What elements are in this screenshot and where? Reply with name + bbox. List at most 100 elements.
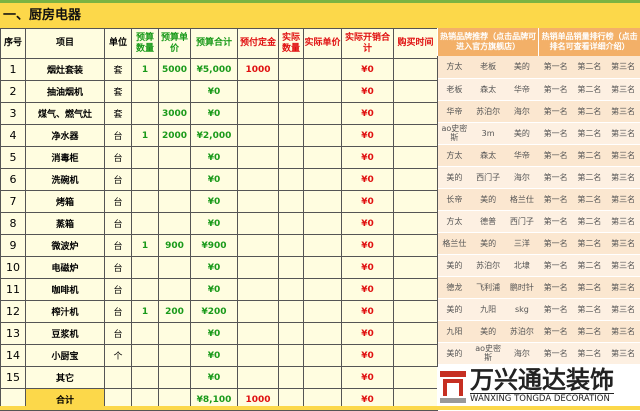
rank-link[interactable]: 第二名: [573, 342, 607, 364]
brand-link[interactable]: 3m: [471, 122, 505, 144]
brand-link[interactable]: 苏泊尔: [471, 100, 505, 122]
table-cell[interactable]: [394, 301, 438, 323]
table-cell[interactable]: ¥0: [191, 345, 238, 367]
table-cell[interactable]: ¥0: [342, 213, 394, 235]
table-cell[interactable]: [238, 279, 279, 301]
table-cell[interactable]: [394, 81, 438, 103]
table-cell[interactable]: [132, 103, 159, 125]
rank-link[interactable]: 第一名: [539, 320, 573, 342]
table-cell[interactable]: ¥0: [191, 213, 238, 235]
rank-link[interactable]: 第三名: [606, 56, 640, 78]
table-cell[interactable]: [279, 345, 304, 367]
rank-link[interactable]: 第三名: [606, 254, 640, 276]
table-cell[interactable]: ¥0: [342, 147, 394, 169]
table-cell[interactable]: [304, 235, 342, 257]
rank-link[interactable]: 第一名: [539, 276, 573, 298]
table-cell[interactable]: [159, 213, 191, 235]
table-cell[interactable]: [238, 345, 279, 367]
table-cell[interactable]: 1: [132, 125, 159, 147]
rank-link[interactable]: 第一名: [539, 232, 573, 254]
table-cell[interactable]: [238, 81, 279, 103]
table-cell[interactable]: [279, 59, 304, 81]
brand-link[interactable]: 美的: [471, 188, 505, 210]
rank-link[interactable]: 第二名: [573, 122, 607, 144]
table-cell[interactable]: ¥0: [342, 125, 394, 147]
table-cell[interactable]: [238, 191, 279, 213]
table-cell[interactable]: [304, 345, 342, 367]
rank-link[interactable]: 第二名: [573, 100, 607, 122]
rank-link[interactable]: 第二名: [573, 56, 607, 78]
table-cell[interactable]: [304, 125, 342, 147]
rank-link[interactable]: 第一名: [539, 78, 573, 100]
rank-link[interactable]: 第二名: [573, 254, 607, 276]
table-cell[interactable]: ¥0: [342, 191, 394, 213]
brand-link[interactable]: 老板: [471, 56, 505, 78]
table-cell[interactable]: [238, 235, 279, 257]
table-cell[interactable]: 1: [132, 59, 159, 81]
brand-link[interactable]: 森太: [471, 78, 505, 100]
table-cell[interactable]: [238, 147, 279, 169]
brand-link[interactable]: 九阳: [471, 298, 505, 320]
brand-link[interactable]: 海尔: [505, 100, 539, 122]
table-cell[interactable]: [132, 81, 159, 103]
table-cell[interactable]: [304, 213, 342, 235]
table-cell[interactable]: [132, 367, 159, 389]
table-cell[interactable]: ¥0: [342, 367, 394, 389]
table-cell[interactable]: [238, 323, 279, 345]
table-cell[interactable]: ¥0: [342, 323, 394, 345]
brand-link[interactable]: 森太: [471, 144, 505, 166]
table-cell[interactable]: [304, 103, 342, 125]
brand-link[interactable]: 海尔: [505, 342, 539, 364]
table-cell[interactable]: [132, 279, 159, 301]
brand-link[interactable]: 海尔: [505, 166, 539, 188]
table-cell[interactable]: 1: [132, 235, 159, 257]
table-cell[interactable]: ¥2,000: [191, 125, 238, 147]
brand-link[interactable]: 华帝: [505, 144, 539, 166]
rank-link[interactable]: 第三名: [606, 166, 640, 188]
table-cell[interactable]: [132, 345, 159, 367]
rank-link[interactable]: 第一名: [539, 122, 573, 144]
brand-link[interactable]: 美的: [471, 320, 505, 342]
brand-link[interactable]: 美的: [505, 56, 539, 78]
table-cell[interactable]: [159, 367, 191, 389]
table-cell[interactable]: [279, 125, 304, 147]
table-cell[interactable]: 1: [132, 301, 159, 323]
table-cell[interactable]: [132, 169, 159, 191]
rank-link[interactable]: 第三名: [606, 276, 640, 298]
table-cell[interactable]: [394, 345, 438, 367]
brand-link[interactable]: 西门子: [505, 210, 539, 232]
table-cell[interactable]: ¥0: [342, 81, 394, 103]
rank-link[interactable]: 第一名: [539, 298, 573, 320]
table-cell[interactable]: ¥0: [342, 279, 394, 301]
brand-link[interactable]: 美的: [438, 166, 472, 188]
table-cell[interactable]: [304, 59, 342, 81]
table-cell[interactable]: [159, 323, 191, 345]
table-cell[interactable]: [394, 125, 438, 147]
table-cell[interactable]: [132, 213, 159, 235]
brand-link[interactable]: 格兰仕: [438, 232, 472, 254]
table-cell[interactable]: ¥0: [191, 103, 238, 125]
rank-link[interactable]: 第三名: [606, 210, 640, 232]
rank-link[interactable]: 第二名: [573, 166, 607, 188]
table-cell[interactable]: [238, 169, 279, 191]
table-cell[interactable]: [304, 191, 342, 213]
rank-link[interactable]: 第一名: [539, 210, 573, 232]
rank-link[interactable]: 第三名: [606, 232, 640, 254]
table-cell[interactable]: [159, 345, 191, 367]
table-cell[interactable]: [279, 257, 304, 279]
table-cell[interactable]: [238, 103, 279, 125]
table-cell[interactable]: ¥0: [342, 345, 394, 367]
table-cell[interactable]: [279, 301, 304, 323]
table-cell[interactable]: [132, 147, 159, 169]
brand-link[interactable]: 华帝: [438, 100, 472, 122]
table-cell[interactable]: ¥0: [191, 323, 238, 345]
table-cell[interactable]: [394, 367, 438, 389]
table-cell[interactable]: ¥5,000: [191, 59, 238, 81]
table-cell[interactable]: [159, 169, 191, 191]
table-cell[interactable]: 5000: [159, 59, 191, 81]
table-cell[interactable]: ¥0: [191, 147, 238, 169]
table-cell[interactable]: [238, 257, 279, 279]
rank-link[interactable]: 第二名: [573, 78, 607, 100]
rank-link[interactable]: 第三名: [606, 188, 640, 210]
brand-link[interactable]: 三洋: [505, 232, 539, 254]
